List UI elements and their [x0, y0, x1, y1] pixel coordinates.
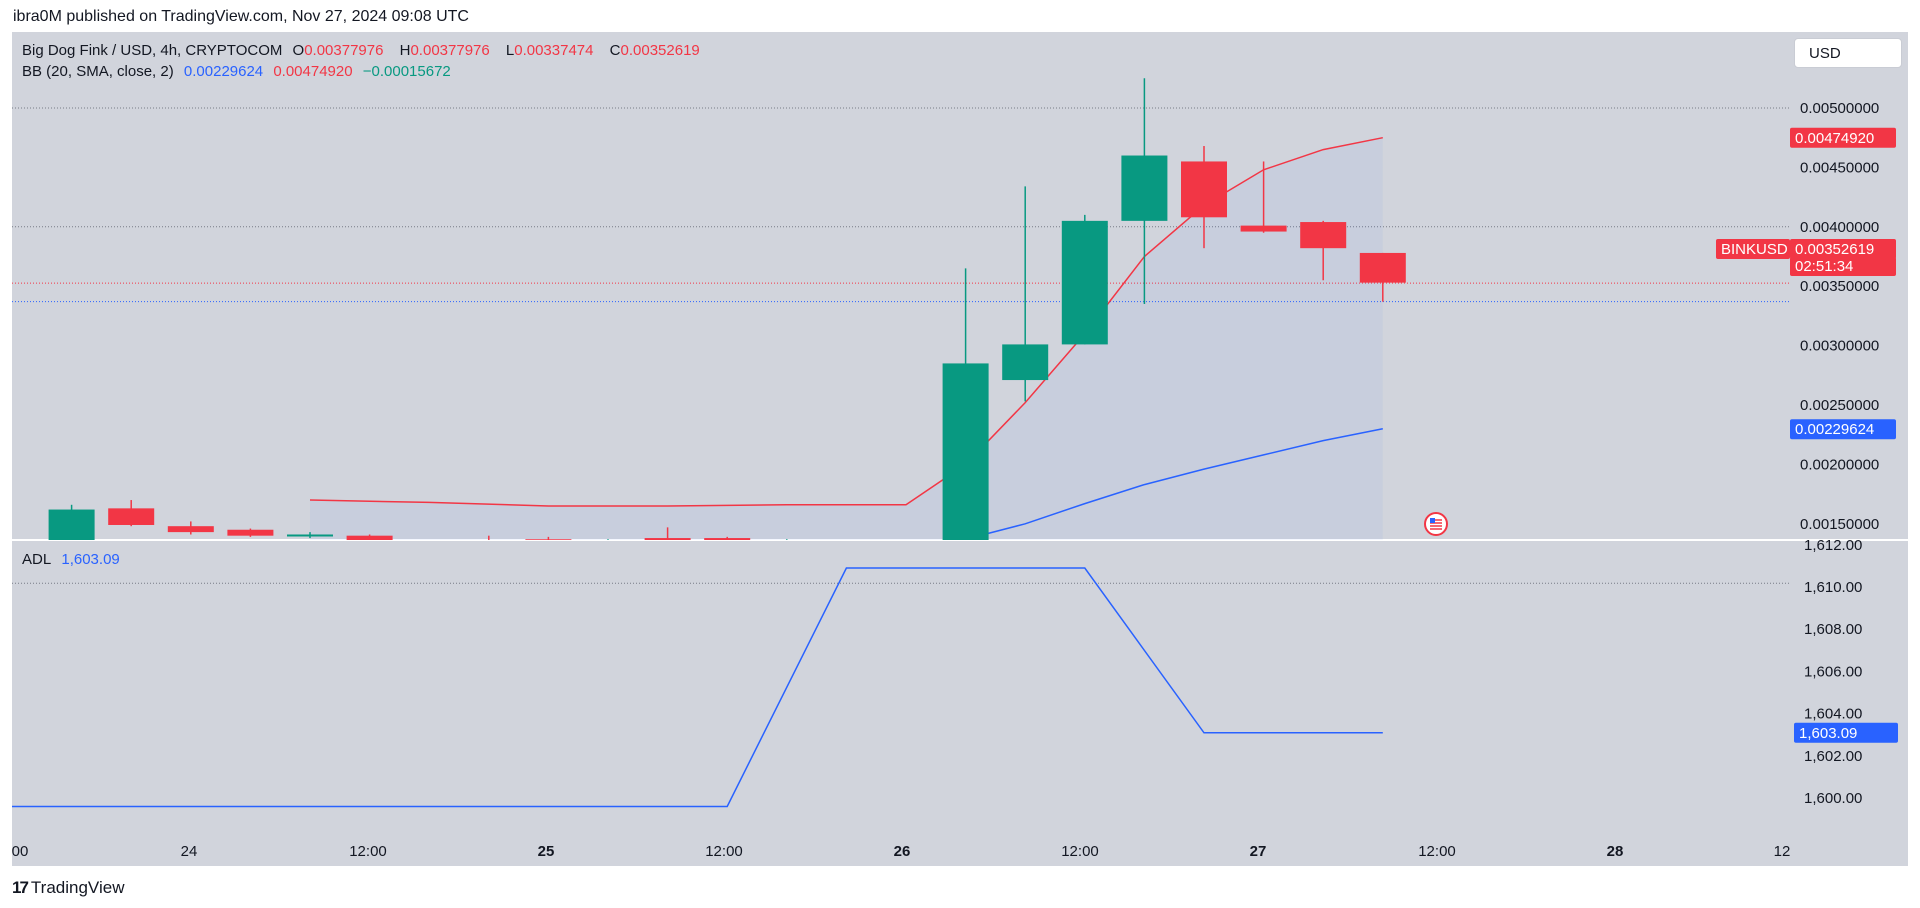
close-label: C [609, 42, 621, 59]
time-tick-label: 27 [1250, 843, 1267, 860]
price-tick-label: 0.00350000 [1800, 278, 1879, 295]
symbol-tag: BINKUSD [1721, 241, 1788, 258]
candle-body [108, 508, 155, 525]
time-tick-label: 12:00 [349, 843, 387, 860]
candle-body [823, 549, 869, 551]
adl-tick-label: 1,600.00 [1804, 790, 1862, 807]
axes: 0.00150000 0.00200000 0.00250000 0.00300000… [12, 100, 1880, 860]
last-price-tag: 0.00352619 [1795, 241, 1874, 258]
low-value: 0.00337474 [514, 42, 594, 59]
adl-value-tag-bg [1794, 722, 1898, 743]
time-tick-label: 12:00 [1418, 843, 1456, 860]
bb-lower-value: −0.00015672 [362, 63, 451, 80]
basis-price-tag: 0.00229624 [1795, 421, 1874, 438]
symbol-legend: Big Dog Fink / USD, 4h, CRYPTOCOM O0.003… [22, 42, 712, 59]
flag-canton [1430, 518, 1435, 523]
adl-tick-label: 1,606.00 [1804, 663, 1862, 680]
candle-body [1061, 220, 1108, 345]
candle-body [644, 538, 691, 540]
adl-line [12, 567, 1383, 808]
bb-legend: BB (20, SMA, close, 2) 0.00229624 0.0047… [22, 63, 457, 80]
bollinger-bands [309, 136, 1383, 540]
adl-label[interactable]: ADL [22, 551, 52, 568]
candle-body [942, 363, 989, 540]
basis-price-tag-bg [1790, 419, 1896, 440]
adl-panel [12, 567, 1383, 808]
open-label: O [292, 42, 305, 59]
tradingview-logo[interactable]: 17 TradingView [12, 878, 124, 898]
time-tick-label: 12:00 [705, 843, 743, 860]
countdown-tag: 02:51:34 [1795, 258, 1853, 275]
symbol-tag-bg [1716, 239, 1790, 259]
time-tick-label: 26 [894, 843, 911, 860]
candle-body [883, 551, 929, 553]
published-caption: ibra0M published on TradingView.com, Nov… [13, 8, 469, 25]
candle-body [1002, 344, 1049, 381]
price-tick-label: 0.00200000 [1800, 456, 1879, 473]
candle-body [764, 546, 810, 550]
bollinger-fill [310, 137, 1383, 540]
candle-body [1300, 222, 1347, 249]
time-tick-label: 00 [12, 843, 29, 860]
tradingview-wordmark: TradingView [30, 878, 125, 897]
time-tick-label: 24 [181, 843, 198, 860]
countdown-tag-bg [1790, 257, 1896, 276]
high-value: 0.00377976 [410, 42, 490, 59]
price-tick-label: 0.00150000 [1800, 516, 1879, 533]
last-price-tag-bg [1790, 239, 1896, 259]
open-value: 0.00377976 [304, 42, 384, 59]
adl-tick-label: 1,602.00 [1804, 748, 1862, 765]
candle-body [1240, 225, 1287, 232]
us-flag-icon [1424, 512, 1448, 536]
bb-basis-value: 0.00229624 [183, 63, 264, 80]
candles [48, 78, 1406, 553]
adl-value-tag: 1,603.09 [1799, 725, 1857, 742]
candle-body [227, 529, 274, 536]
candle-body [704, 538, 751, 540]
close-value: 0.00352619 [620, 42, 700, 59]
bb-upper-value: 0.00474920 [273, 63, 353, 80]
candle-body [167, 526, 214, 533]
adl-tick-label: 1,604.00 [1804, 706, 1862, 723]
time-tick-label: 12 [1774, 843, 1791, 860]
price-tick-label: 0.00250000 [1800, 397, 1879, 414]
candle-body [525, 539, 572, 540]
adl-legend: ADL 1,603.09 [22, 551, 126, 568]
price-tick-label: 0.00400000 [1800, 219, 1879, 236]
price-tick-label: 0.00300000 [1800, 338, 1879, 355]
candle-body [1121, 155, 1168, 221]
candle-body [1359, 252, 1406, 283]
time-tick-label: 25 [538, 843, 555, 860]
price-tick-label: 0.00450000 [1800, 159, 1879, 176]
adl-tick-label: 1,608.00 [1804, 621, 1862, 638]
currency-button[interactable]: USD [1794, 38, 1902, 68]
time-tick-label: 12:00 [1061, 843, 1099, 860]
high-label: H [399, 42, 411, 59]
candle-body [406, 540, 452, 546]
candle-body [346, 535, 393, 540]
upper-price-tag: 0.00474920 [1795, 130, 1874, 147]
bb-basis-line [957, 428, 1383, 540]
price-tick-label: 0.00500000 [1800, 100, 1879, 117]
symbol-name[interactable]: Big Dog Fink / USD, 4h, CRYPTOCOM [22, 42, 283, 59]
candle-body [48, 509, 95, 540]
upper-price-tag-bg [1790, 127, 1896, 148]
time-tick-label: 28 [1607, 843, 1624, 860]
adl-tick-label: 1,612.00 [1804, 537, 1862, 554]
adl-value: 1,603.09 [61, 551, 120, 568]
candle-body [287, 534, 333, 537]
adl-tick-label: 1,610.00 [1804, 579, 1862, 596]
low-label: L [505, 42, 515, 59]
tradingview-mark-icon: 17 [12, 878, 29, 897]
candle-body [1181, 161, 1227, 218]
bb-upper-line [309, 136, 1383, 507]
bb-label[interactable]: BB (20, SMA, close, 2) [22, 63, 174, 80]
